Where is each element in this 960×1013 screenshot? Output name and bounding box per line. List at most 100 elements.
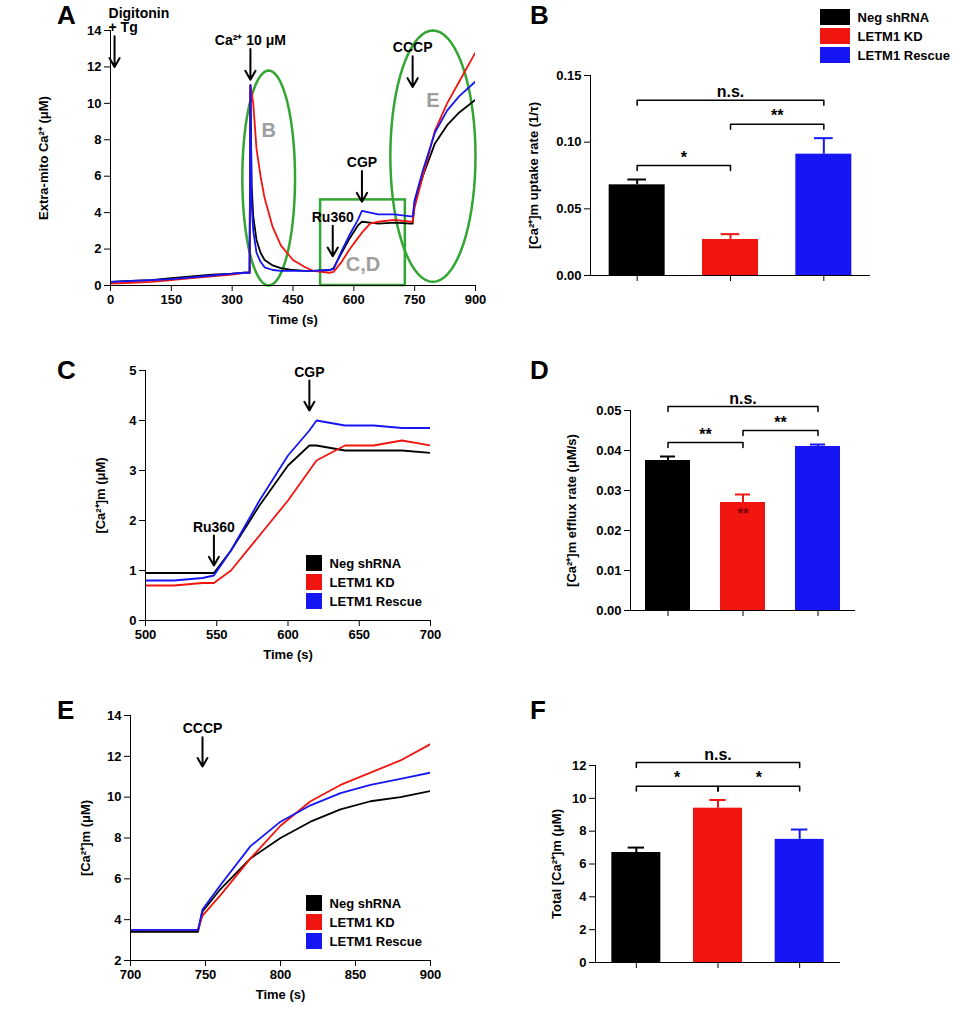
svg-text:600: 600 [343, 292, 365, 307]
svg-text:0.10: 0.10 [556, 134, 581, 149]
svg-text:B: B [261, 119, 275, 141]
svg-text:**: ** [699, 426, 712, 443]
svg-text:**: ** [738, 505, 749, 521]
svg-text:2: 2 [579, 922, 586, 937]
svg-text:n.s.: n.s. [717, 83, 745, 100]
svg-text:6: 6 [579, 856, 586, 871]
svg-text:Ru360: Ru360 [312, 209, 354, 225]
svg-text:Extra-mito Ca²⁺ (μM): Extra-mito Ca²⁺ (μM) [36, 96, 51, 220]
svg-text:**: ** [774, 414, 787, 431]
svg-text:Digitonin+ Tg: Digitonin+ Tg [109, 5, 170, 35]
svg-text:Total [Ca²⁺]m (μM): Total [Ca²⁺]m (μM) [549, 809, 564, 919]
svg-text:4: 4 [94, 205, 102, 220]
svg-text:8: 8 [579, 823, 586, 838]
svg-text:650: 650 [348, 627, 370, 642]
svg-text:5: 5 [129, 363, 136, 378]
svg-text:10: 10 [87, 96, 101, 111]
svg-text:0.02: 0.02 [596, 523, 621, 538]
svg-text:0.01: 0.01 [596, 563, 621, 578]
svg-text:450: 450 [282, 292, 304, 307]
svg-text:Ca²⁺ 10 μM: Ca²⁺ 10 μM [215, 32, 286, 48]
svg-text:[Ca²⁺]m (μM): [Ca²⁺]m (μM) [93, 457, 108, 533]
svg-text:700: 700 [420, 627, 442, 642]
svg-text:CGP: CGP [294, 364, 324, 380]
svg-text:0: 0 [129, 613, 136, 628]
html-text:D: D [530, 355, 549, 385]
svg-text:6: 6 [94, 168, 101, 183]
svg-text:Time (s): Time (s) [256, 987, 306, 1002]
svg-text:Time (s): Time (s) [263, 647, 313, 662]
html-text:LETM1 KD: LETM1 KD [857, 28, 923, 44]
svg-text:0.04: 0.04 [596, 443, 622, 458]
svg-text:2: 2 [114, 953, 121, 968]
html-text:LETM1 Rescue: LETM1 Rescue [329, 593, 422, 609]
svg-text:14: 14 [107, 708, 122, 723]
html-text:A: A [57, 0, 76, 30]
svg-text:0.05: 0.05 [596, 403, 621, 418]
html-text:LETM1 Rescue: LETM1 Rescue [329, 933, 422, 949]
html-text:Neg shRNA: Neg shRNA [329, 555, 401, 571]
html-text:LETM1 Rescue: LETM1 Rescue [857, 47, 950, 63]
html-text:C: C [57, 355, 76, 385]
html-text:LETM1 KD: LETM1 KD [329, 574, 395, 590]
svg-text:n.s.: n.s. [729, 390, 757, 407]
svg-text:CCCP: CCCP [393, 39, 433, 55]
svg-text:0.00: 0.00 [596, 603, 621, 618]
svg-text:0.05: 0.05 [556, 201, 581, 216]
svg-text:CGP: CGP [347, 154, 377, 170]
svg-text:10: 10 [107, 789, 121, 804]
svg-text:750: 750 [404, 292, 426, 307]
svg-text:300: 300 [221, 292, 243, 307]
html-text:Neg shRNA: Neg shRNA [329, 895, 401, 911]
svg-text:2: 2 [94, 241, 101, 256]
svg-text:850: 850 [345, 967, 367, 982]
svg-text:500: 500 [135, 627, 157, 642]
svg-text:[Ca²⁺]m efflux rate (μM/s): [Ca²⁺]m efflux rate (μM/s) [564, 434, 579, 587]
svg-text:0.03: 0.03 [596, 483, 621, 498]
svg-text:3: 3 [129, 463, 136, 478]
html-text:B: B [530, 0, 549, 30]
svg-text:0.00: 0.00 [556, 268, 581, 283]
svg-text:Time (s): Time (s) [268, 312, 318, 327]
svg-text:*: * [681, 149, 688, 166]
svg-text:8: 8 [94, 132, 101, 147]
svg-text:10: 10 [572, 790, 586, 805]
svg-text:0: 0 [107, 292, 114, 307]
svg-text:n.s.: n.s. [704, 746, 732, 763]
svg-text:12: 12 [87, 59, 101, 74]
svg-text:4: 4 [129, 413, 137, 428]
svg-text:0: 0 [579, 955, 586, 970]
svg-text:[Ca²⁺]m (μM): [Ca²⁺]m (μM) [78, 800, 93, 876]
svg-text:CCCP: CCCP [183, 720, 223, 736]
svg-text:E: E [426, 89, 439, 111]
svg-text:Ru360: Ru360 [193, 519, 235, 535]
svg-text:150: 150 [160, 292, 182, 307]
svg-text:0: 0 [94, 278, 101, 293]
svg-text:14: 14 [87, 23, 102, 38]
svg-text:0.15: 0.15 [556, 68, 581, 83]
html-text:Neg shRNA: Neg shRNA [857, 9, 929, 25]
svg-text:C,D: C,D [346, 252, 380, 274]
svg-text:700: 700 [120, 967, 142, 982]
svg-text:800: 800 [270, 967, 292, 982]
svg-text:600: 600 [277, 627, 299, 642]
svg-text:4: 4 [579, 889, 587, 904]
svg-text:12: 12 [107, 748, 121, 763]
svg-text:*: * [674, 769, 681, 786]
html-text:E: E [57, 695, 75, 725]
svg-text:900: 900 [465, 292, 487, 307]
svg-text:6: 6 [114, 871, 121, 886]
svg-text:900: 900 [420, 967, 442, 982]
svg-text:750: 750 [195, 967, 217, 982]
html-text:F: F [530, 695, 546, 725]
svg-text:[Ca²⁺]m uptake rate (1/τ): [Ca²⁺]m uptake rate (1/τ) [526, 102, 541, 249]
svg-text:12: 12 [572, 758, 586, 773]
svg-text:1: 1 [129, 563, 136, 578]
svg-text:8: 8 [114, 830, 121, 845]
html-text:LETM1 KD: LETM1 KD [329, 914, 395, 930]
svg-text:*: * [756, 769, 763, 786]
svg-text:2: 2 [129, 513, 136, 528]
svg-text:4: 4 [114, 912, 122, 927]
svg-text:550: 550 [206, 627, 228, 642]
svg-text:**: ** [771, 107, 784, 124]
